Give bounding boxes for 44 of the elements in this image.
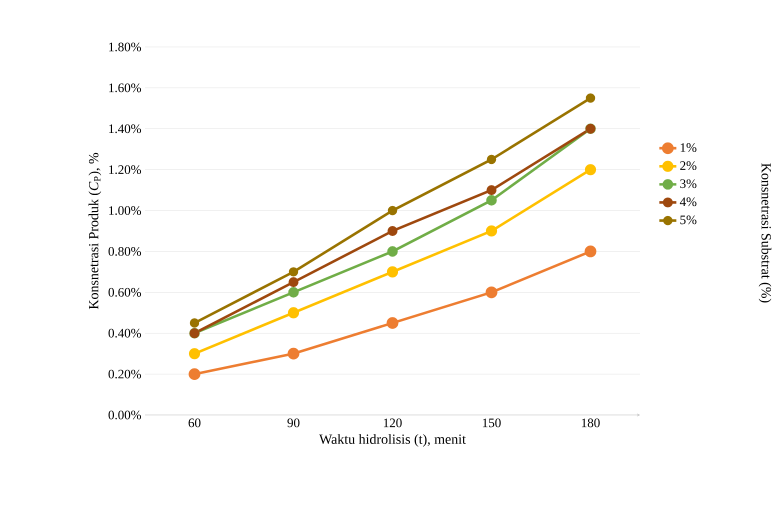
y-tick-label: 1.20% xyxy=(109,165,142,174)
point xyxy=(584,164,596,176)
point xyxy=(486,225,498,237)
x-tick-label: 90 xyxy=(287,418,300,428)
point xyxy=(288,307,300,318)
point xyxy=(386,317,398,329)
point xyxy=(387,246,398,257)
y-tick-label: 0.80% xyxy=(108,247,142,256)
legend-label: 5% xyxy=(680,215,696,224)
legend-label: 2% xyxy=(680,161,696,170)
point xyxy=(188,368,200,380)
y-tick-label: 1.60% xyxy=(109,83,142,92)
legend-label: 1% xyxy=(680,143,696,152)
point xyxy=(188,348,200,360)
legend-title: Konsnetrasi Substrat (%) xyxy=(758,163,772,302)
point xyxy=(486,195,497,206)
y-tick-label: 1.00% xyxy=(109,206,142,215)
point xyxy=(288,277,298,288)
legend-label: 3% xyxy=(680,179,696,188)
y-tick-label: 1.80% xyxy=(109,42,142,52)
point xyxy=(288,267,298,277)
point xyxy=(486,185,496,196)
x-tick-label: 120 xyxy=(384,418,402,428)
y-tick-label: 0.00% xyxy=(108,410,142,420)
point xyxy=(584,246,596,258)
point xyxy=(288,287,299,298)
y-tick-label: 0.40% xyxy=(108,328,142,338)
y-tick-label: 0.60% xyxy=(108,288,142,297)
y-axis-title: Konsnetrasi Produk (C$_{P}$), % xyxy=(88,152,102,310)
x-tick-label: 180 xyxy=(582,418,600,428)
point xyxy=(190,318,200,328)
y-tick-label: 0.20% xyxy=(108,370,142,378)
point xyxy=(388,226,398,236)
point xyxy=(386,266,398,278)
point xyxy=(486,154,496,164)
point xyxy=(288,348,300,360)
legend-label: 4% xyxy=(680,197,696,206)
y-tick-label: 1.40% xyxy=(109,124,142,134)
point xyxy=(486,286,498,298)
point xyxy=(388,206,398,216)
point xyxy=(586,93,596,103)
x-axis-title: Waktu hidrolisis (t), menit xyxy=(319,434,466,447)
x-tick-label: 150 xyxy=(482,418,501,428)
x-tick-label: 60 xyxy=(188,418,200,428)
